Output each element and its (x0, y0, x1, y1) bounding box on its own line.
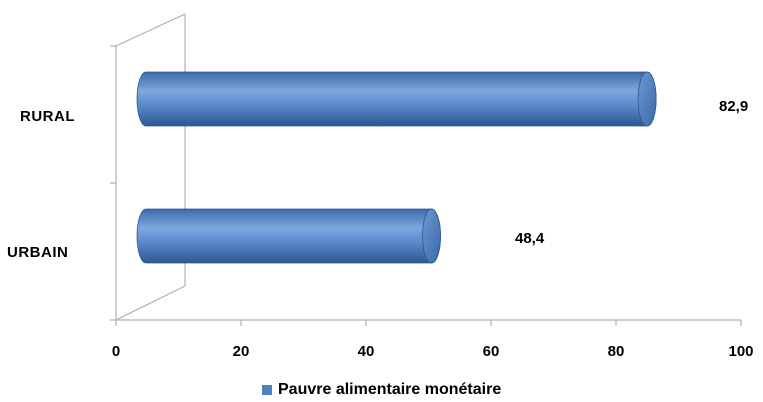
category-label-rural: RURAL (20, 108, 75, 125)
wall-bottom-diagonal-line (115, 285, 186, 321)
x-tick-label-40: 40 (358, 343, 375, 360)
legend: Pauvre alimentaire monétaire (262, 380, 501, 400)
x-tick-label-60: 60 (483, 343, 500, 360)
legend-swatch (262, 385, 272, 395)
bar-urbain (136, 208, 441, 264)
x-tick-label-80: 80 (608, 343, 625, 360)
x-tick-label-100: 100 (728, 343, 753, 360)
x-tick-label-20: 20 (233, 343, 250, 360)
bar-rural-cap (637, 71, 657, 127)
legend-label: Pauvre alimentaire monétaire (278, 381, 502, 398)
wall-top-diagonal-line (115, 13, 186, 47)
axis-wall (110, 13, 741, 321)
value-axis-ticks: 0 20 40 60 80 100 (112, 320, 754, 360)
x-tick-label-0: 0 (112, 343, 120, 360)
bar-rural (136, 71, 657, 127)
bars (136, 71, 657, 264)
data-label-urbain: 48,4 (515, 230, 545, 247)
category-label-urbain: URBAIN (7, 244, 68, 261)
bar-urbain-body (136, 208, 441, 264)
data-label-rural: 82,9 (719, 98, 748, 115)
bar-urbain-cap (422, 208, 441, 264)
bar-rural-body (136, 71, 657, 127)
